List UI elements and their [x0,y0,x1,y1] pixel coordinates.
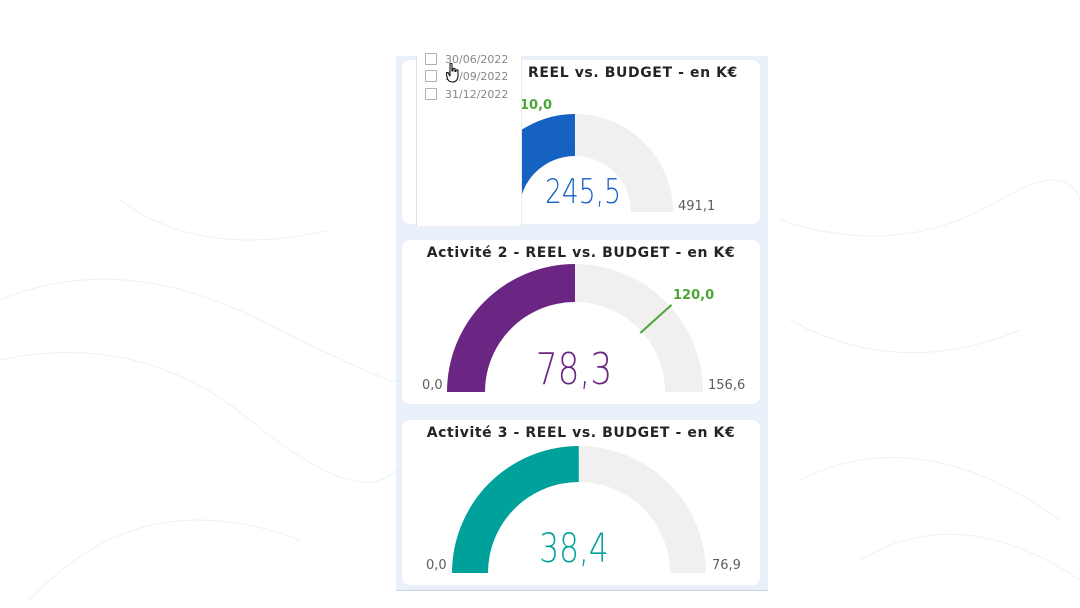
slicer-item-2[interactable]: 30/09/2022 [425,69,508,83]
slicer-item-1[interactable]: 30/06/2022 [425,52,508,66]
gauge-card-activite-2[interactable]: Activité 2 - REEL vs. BUDGET - en K€ 120… [402,240,760,404]
slicer-item-label: 30/09/2022 [445,69,509,83]
slicer-item-label: 30/06/2022 [445,52,509,66]
gauge-track [574,114,673,212]
slicer-item-3[interactable]: 31/12/2022 [425,87,508,101]
gauge-title: Activité 2 - REEL vs. BUDGET - en K€ [426,245,736,261]
slicer-item-label: 31/12/2022 [445,87,509,101]
gauge-min-label: 0,0 [422,378,443,393]
checkbox-icon[interactable] [425,88,437,100]
report-canvas: REEL vs. BUDGET - en K€ 10,0 245,5 491,1… [396,56,768,591]
gauge-value: 245,5 [545,172,621,212]
gauge-fill [452,446,579,573]
gauge-max-label: 491,1 [678,199,716,214]
date-slicer: 30/06/2022 30/09/2022 31/12/2022 [416,53,522,226]
gauge-track [575,264,703,392]
gauge-value: 78,3 [535,344,613,395]
hand-pointer-icon [446,63,459,83]
gauge-chart-3 [452,446,706,573]
gauge-max-label: 76,9 [712,558,741,573]
gauge-target-label: 10,0 [520,98,553,113]
gauge-fill [447,264,575,392]
gauge-track [578,446,706,573]
gauge-chart-2 [447,264,703,392]
checkbox-icon[interactable] [425,70,437,82]
gauge-card-activite-3[interactable]: Activité 3 - REEL vs. BUDGET - en K€ 38,… [402,420,760,585]
gauge-title: REEL vs. BUDGET - en K€ [528,65,738,81]
checkbox-icon[interactable] [425,53,437,65]
gauge-target-label: 120,0 [673,288,715,303]
gauge-max-label: 156,6 [708,378,746,393]
gauge-min-label: 0,0 [426,558,447,573]
gauge-value: 38,4 [539,526,609,572]
gauge-target-line [639,304,673,334]
gauge-title: Activité 3 - REEL vs. BUDGET - en K€ [426,425,736,441]
